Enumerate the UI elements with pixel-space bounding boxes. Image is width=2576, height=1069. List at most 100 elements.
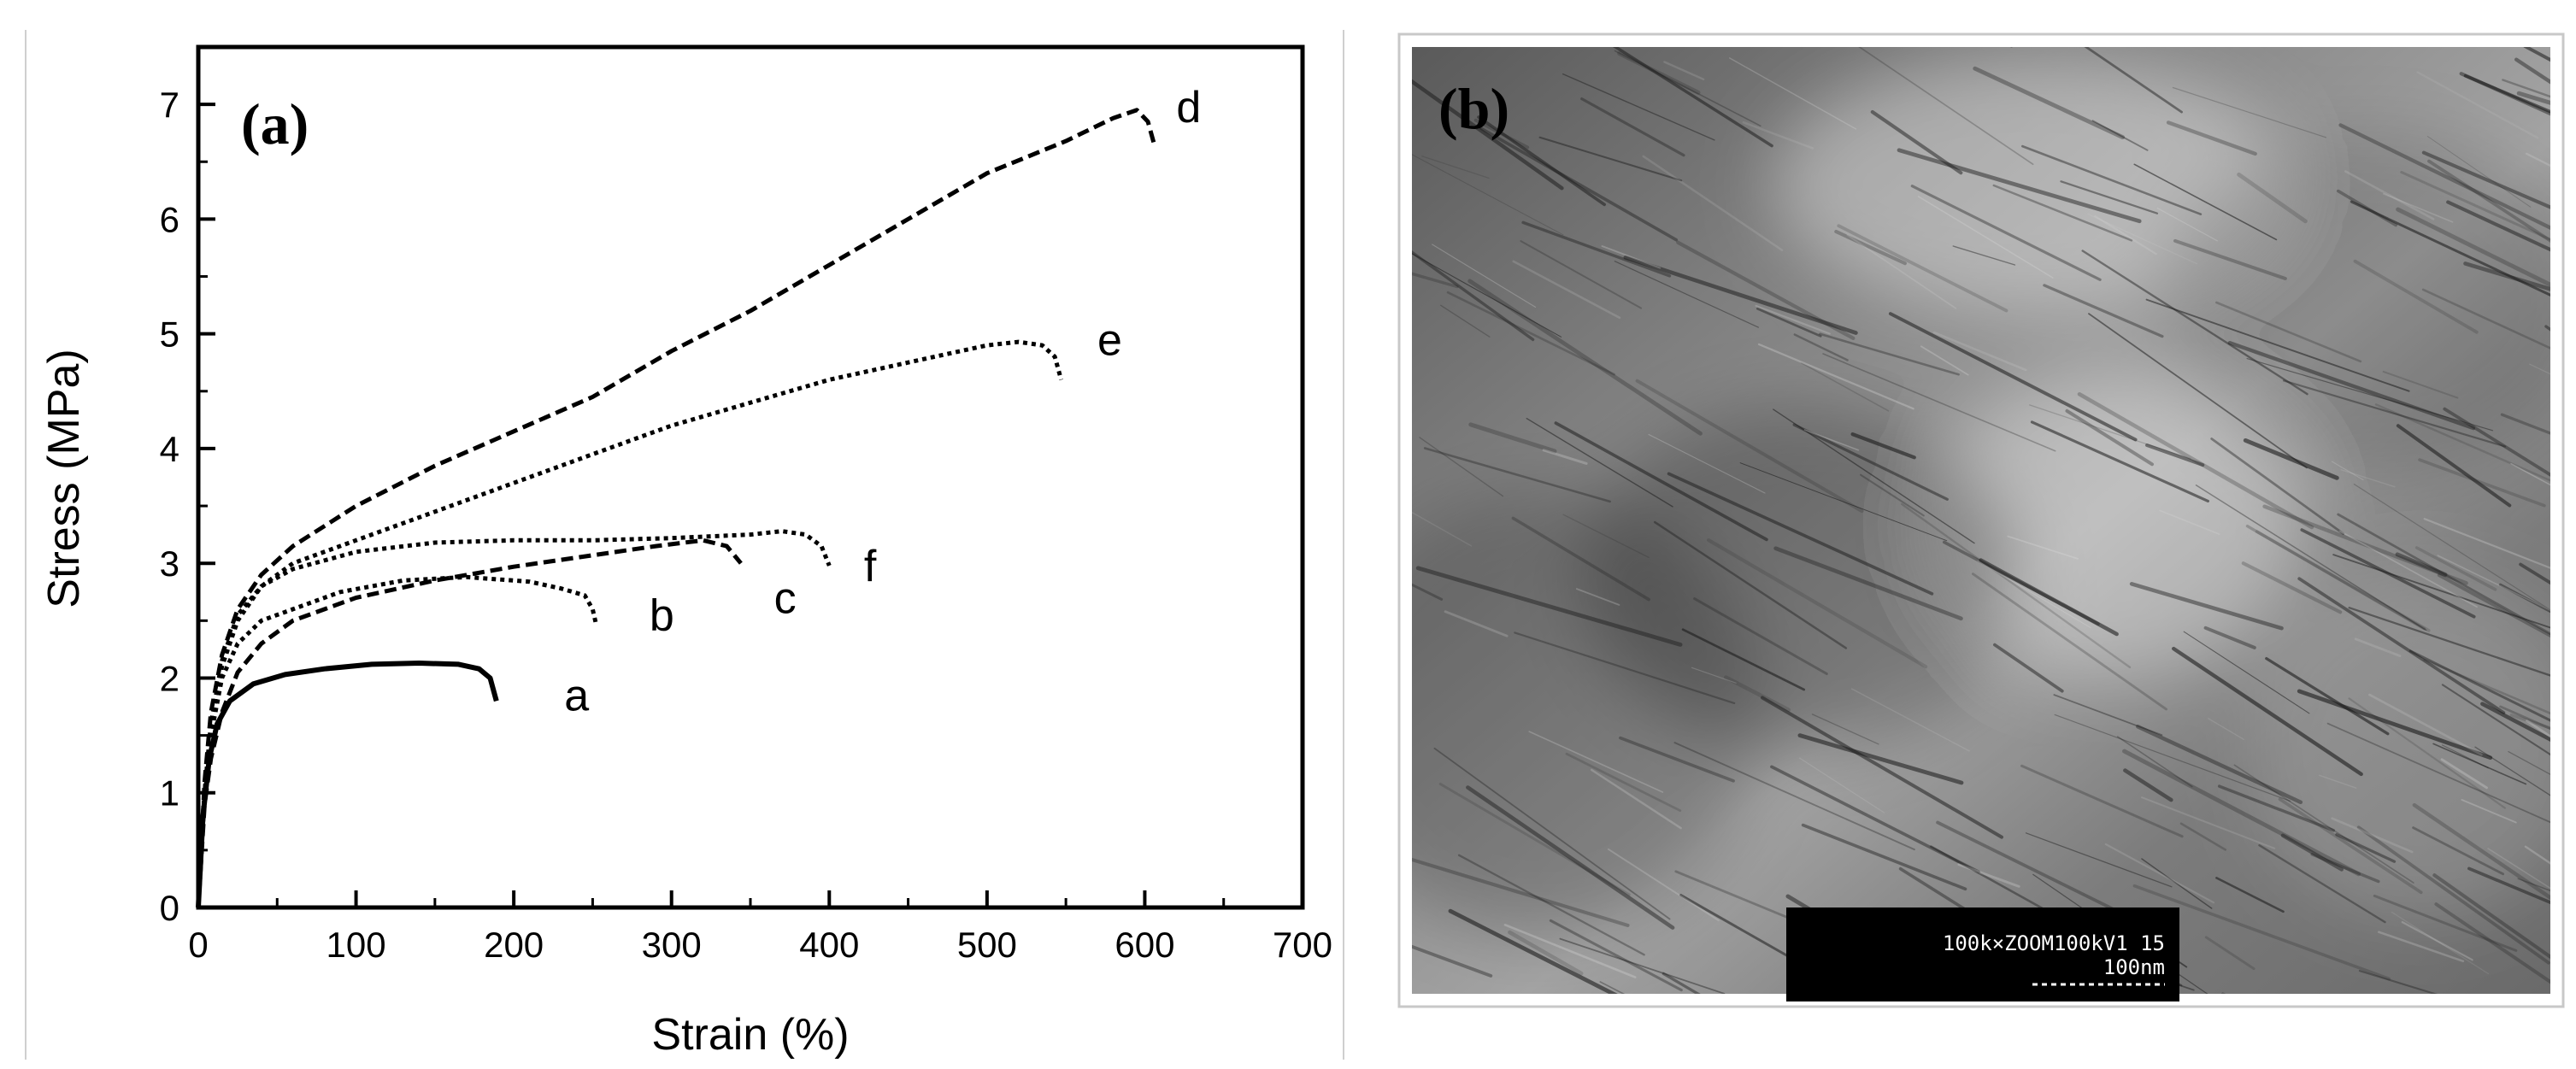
platelet-streak bbox=[2172, 646, 2363, 777]
platelet-streak bbox=[2396, 207, 2550, 288]
platelet-streak bbox=[1538, 136, 1683, 182]
platelet-streak bbox=[1739, 462, 1948, 542]
platelet-streak bbox=[2567, 96, 2576, 153]
platelet-streak bbox=[1676, 240, 1856, 340]
platelet-streak bbox=[1526, 418, 1673, 508]
y-tick-label: 3 bbox=[160, 543, 179, 584]
y-tick-label: 6 bbox=[160, 199, 179, 239]
light-streak bbox=[2510, 462, 2550, 486]
platelet-streak bbox=[2382, 370, 2459, 399]
platelet-streak bbox=[1623, 255, 1858, 335]
platelet-streak bbox=[2348, 607, 2550, 677]
platelet-streak bbox=[1888, 312, 2138, 442]
platelet-streak bbox=[1979, 558, 2119, 637]
light-streak bbox=[1755, 304, 1831, 335]
platelet-streak bbox=[2141, 858, 2213, 909]
platelet-streak bbox=[1448, 908, 1618, 994]
platelet-streak bbox=[1860, 473, 1925, 517]
platelet-streak bbox=[1440, 304, 1491, 338]
series-e-label: e bbox=[1097, 315, 1122, 365]
platelet-streak bbox=[1870, 109, 1963, 175]
platelet-streak bbox=[1446, 291, 1616, 376]
platelet-streak bbox=[1822, 353, 2056, 452]
platelet-streak bbox=[1707, 537, 1928, 669]
series-a-label: a bbox=[564, 672, 589, 721]
light-streak bbox=[2319, 774, 2357, 789]
platelet-streak bbox=[2053, 694, 2163, 737]
light-streak bbox=[2344, 170, 2435, 220]
platelet-streak bbox=[1477, 115, 1606, 207]
platelet-streak bbox=[1973, 66, 2126, 140]
platelet-streak bbox=[2373, 894, 2518, 952]
platelet-streak bbox=[2310, 853, 2380, 884]
platelet-streak bbox=[1992, 184, 2133, 242]
light-streak bbox=[2331, 461, 2364, 481]
platelet-streak bbox=[2060, 180, 2159, 214]
platelet-streak bbox=[1412, 583, 1444, 601]
light-streak bbox=[1798, 757, 1885, 813]
light-streak bbox=[2156, 207, 2218, 242]
platelet-streak bbox=[2210, 438, 2345, 535]
platelet-streak bbox=[2499, 705, 2550, 731]
platelet-streak bbox=[2514, 57, 2550, 85]
light-streak bbox=[1642, 155, 1784, 251]
platelet-streak bbox=[2423, 658, 2550, 715]
platelet-streak bbox=[2297, 689, 2493, 761]
platelet-streak bbox=[1819, 332, 1960, 376]
light-streak bbox=[1444, 610, 1509, 637]
platelet-streak bbox=[2441, 744, 2489, 769]
light-streak bbox=[2461, 799, 2517, 824]
platelet-streak bbox=[1511, 516, 1650, 602]
light-streak bbox=[2437, 555, 2550, 612]
light-streak bbox=[2391, 911, 2490, 975]
platelet-streak bbox=[2043, 284, 2164, 338]
light-streak bbox=[1663, 61, 1705, 80]
platelet-streak bbox=[2509, 714, 2550, 730]
platelet-streak bbox=[2412, 802, 2550, 901]
platelet-streak bbox=[2227, 341, 2476, 431]
platelet-streak bbox=[2434, 902, 2550, 984]
platelet-streak bbox=[2133, 163, 2278, 241]
platelet-streak bbox=[1412, 250, 1535, 342]
x-tick-label: 500 bbox=[957, 925, 1017, 965]
panel-a: 0 1 2 3 4 5 6 7 0 100 200 300 400 500 600 700 a b c d e f (… bbox=[25, 30, 1344, 1060]
y-tick-label: 0 bbox=[160, 888, 179, 928]
platelet-streak bbox=[1792, 423, 1949, 501]
platelet-streak bbox=[1952, 245, 2016, 266]
platelet-streak bbox=[1993, 643, 2064, 693]
series-d-label: d bbox=[1176, 83, 1201, 132]
platelet-streak bbox=[2467, 866, 2550, 905]
y-axis: 0 1 2 3 4 5 6 7 bbox=[160, 45, 215, 928]
light-streak bbox=[2354, 637, 2402, 658]
platelet-streak bbox=[2084, 47, 2183, 114]
platelet-streak bbox=[1412, 154, 1564, 236]
platelet-streak bbox=[2245, 525, 2426, 631]
x-axis: 0 100 200 300 400 500 600 700 bbox=[188, 890, 1332, 965]
light-streak bbox=[1932, 331, 2027, 372]
light-streak bbox=[2440, 758, 2488, 790]
light-streak bbox=[2378, 931, 2465, 963]
platelet-streak bbox=[1773, 546, 1963, 621]
series-b-label: b bbox=[650, 591, 674, 641]
x-tick-label: 100 bbox=[326, 925, 386, 965]
platelet-streak bbox=[1479, 126, 1679, 242]
platelet-streak bbox=[2421, 150, 2550, 209]
platelet-streak bbox=[2081, 250, 2308, 396]
platelet-streak bbox=[1901, 502, 2132, 669]
light-streak bbox=[1412, 512, 1473, 547]
platelet-streak bbox=[2172, 86, 2327, 138]
platelet-streak bbox=[1520, 240, 1643, 309]
platelet-streak bbox=[2145, 443, 2205, 467]
platelet-streak bbox=[2243, 438, 2339, 480]
platelet-streak bbox=[2265, 656, 2390, 736]
light-streak bbox=[2338, 530, 2478, 608]
platelet-streak bbox=[2396, 424, 2512, 508]
platelet-streak bbox=[1936, 820, 2142, 925]
scale-bar-box: 100k×ZOOM100kV1 15 100nm bbox=[1786, 907, 2179, 1001]
platelet-streak bbox=[1412, 857, 1630, 927]
platelet-streak bbox=[1653, 520, 1848, 649]
x-tick-label: 600 bbox=[1115, 925, 1174, 965]
platelet-streak bbox=[1850, 432, 1916, 460]
y-tick-label: 5 bbox=[160, 314, 179, 355]
light-streak bbox=[2331, 817, 2414, 854]
